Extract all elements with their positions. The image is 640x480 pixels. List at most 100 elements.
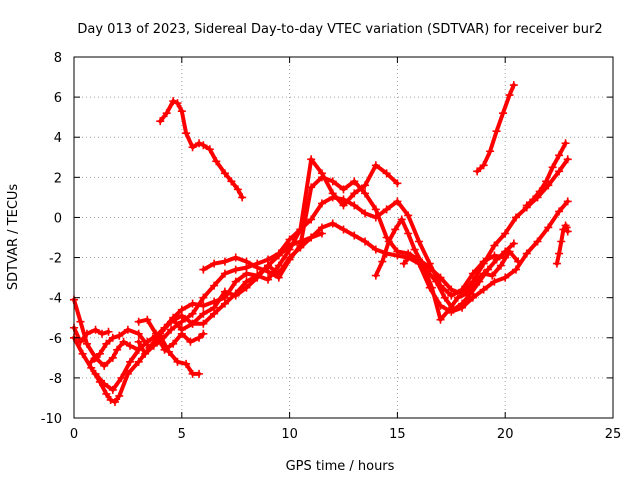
data-point <box>108 353 117 362</box>
grid <box>74 57 613 418</box>
data-point <box>82 339 91 348</box>
data-point <box>427 283 436 292</box>
data-point <box>177 325 186 334</box>
data-point <box>317 229 326 238</box>
data-point <box>115 391 124 400</box>
data-point <box>264 267 273 276</box>
series-track-8 <box>169 229 326 334</box>
series-track-1 <box>70 323 113 346</box>
data-point <box>134 329 143 338</box>
data-point <box>231 265 240 274</box>
data-point <box>264 275 273 284</box>
x-axis-label: GPS time / hours <box>286 459 395 474</box>
data-point <box>555 249 564 258</box>
data-point <box>199 293 208 302</box>
data-point <box>173 357 182 366</box>
x-tick-label: 20 <box>497 427 514 442</box>
data-point <box>535 187 544 196</box>
y-tick-label: -8 <box>49 372 62 387</box>
data-point <box>391 225 400 234</box>
data-point <box>210 259 219 268</box>
data-point <box>126 357 135 366</box>
data-point <box>188 299 197 308</box>
data-point <box>212 157 221 166</box>
data-point <box>404 211 413 220</box>
data-point <box>76 317 85 326</box>
data-point <box>117 373 126 382</box>
data-point <box>328 177 337 186</box>
data-point <box>238 193 247 202</box>
data-point <box>169 339 178 348</box>
series-track-14 <box>399 239 518 314</box>
plot-frame <box>73 56 614 419</box>
data-point <box>220 299 229 308</box>
data-point <box>479 269 488 278</box>
y-tick-label: 4 <box>54 131 62 146</box>
x-tick-label: 15 <box>389 427 406 442</box>
data-point <box>119 337 128 346</box>
data-point <box>479 285 488 294</box>
data-point <box>511 213 520 222</box>
x-tick-label: 10 <box>281 427 298 442</box>
data-point <box>253 263 262 272</box>
y-tick-label: 6 <box>54 91 62 106</box>
data-point <box>317 173 326 182</box>
data-point <box>242 277 251 286</box>
data-point <box>505 91 514 100</box>
data-point <box>177 305 186 314</box>
data-point <box>78 349 87 358</box>
data-point <box>242 257 251 266</box>
data-point <box>404 229 413 238</box>
data-point <box>102 339 111 348</box>
data-point <box>445 305 454 314</box>
data-point <box>382 169 391 178</box>
data-point <box>126 341 135 350</box>
data-point <box>382 205 391 214</box>
data-point <box>419 261 428 270</box>
data-point <box>274 261 283 270</box>
data-point <box>160 323 169 332</box>
data-point <box>108 333 117 342</box>
data-point <box>149 341 158 350</box>
data-point <box>384 237 393 246</box>
data-point <box>483 265 492 274</box>
data-point <box>195 369 204 378</box>
y-tick-label: -2 <box>49 252 62 267</box>
data-point <box>123 325 132 334</box>
data-point <box>479 259 488 268</box>
data-point <box>134 337 143 346</box>
data-point <box>432 277 441 286</box>
data-point <box>199 329 208 338</box>
data-point <box>95 349 104 358</box>
data-point <box>195 333 204 342</box>
series-track-13 <box>552 221 572 268</box>
data-point <box>548 163 557 172</box>
data-point <box>210 297 219 306</box>
data-point <box>253 271 262 280</box>
data-point <box>141 349 150 358</box>
data-point <box>220 269 229 278</box>
y-tick-label: 0 <box>54 211 62 226</box>
series-track-15 <box>371 215 523 324</box>
data-point <box>562 223 571 232</box>
data-point <box>182 129 191 138</box>
data-point <box>188 319 197 328</box>
data-point <box>371 161 380 170</box>
data-point <box>371 271 380 280</box>
data-point <box>458 299 467 308</box>
series-track-12 <box>522 139 570 210</box>
series-track-7 <box>134 315 208 354</box>
data-point <box>143 337 152 346</box>
data-point <box>509 81 518 90</box>
data-point <box>490 241 499 250</box>
data-point <box>199 265 208 274</box>
data-point <box>447 285 456 294</box>
data-point <box>134 317 143 326</box>
data-point <box>371 245 380 254</box>
data-point <box>410 245 419 254</box>
data-point <box>393 247 402 256</box>
data-point <box>468 293 477 302</box>
data-point <box>307 183 316 192</box>
data-point <box>100 379 109 388</box>
